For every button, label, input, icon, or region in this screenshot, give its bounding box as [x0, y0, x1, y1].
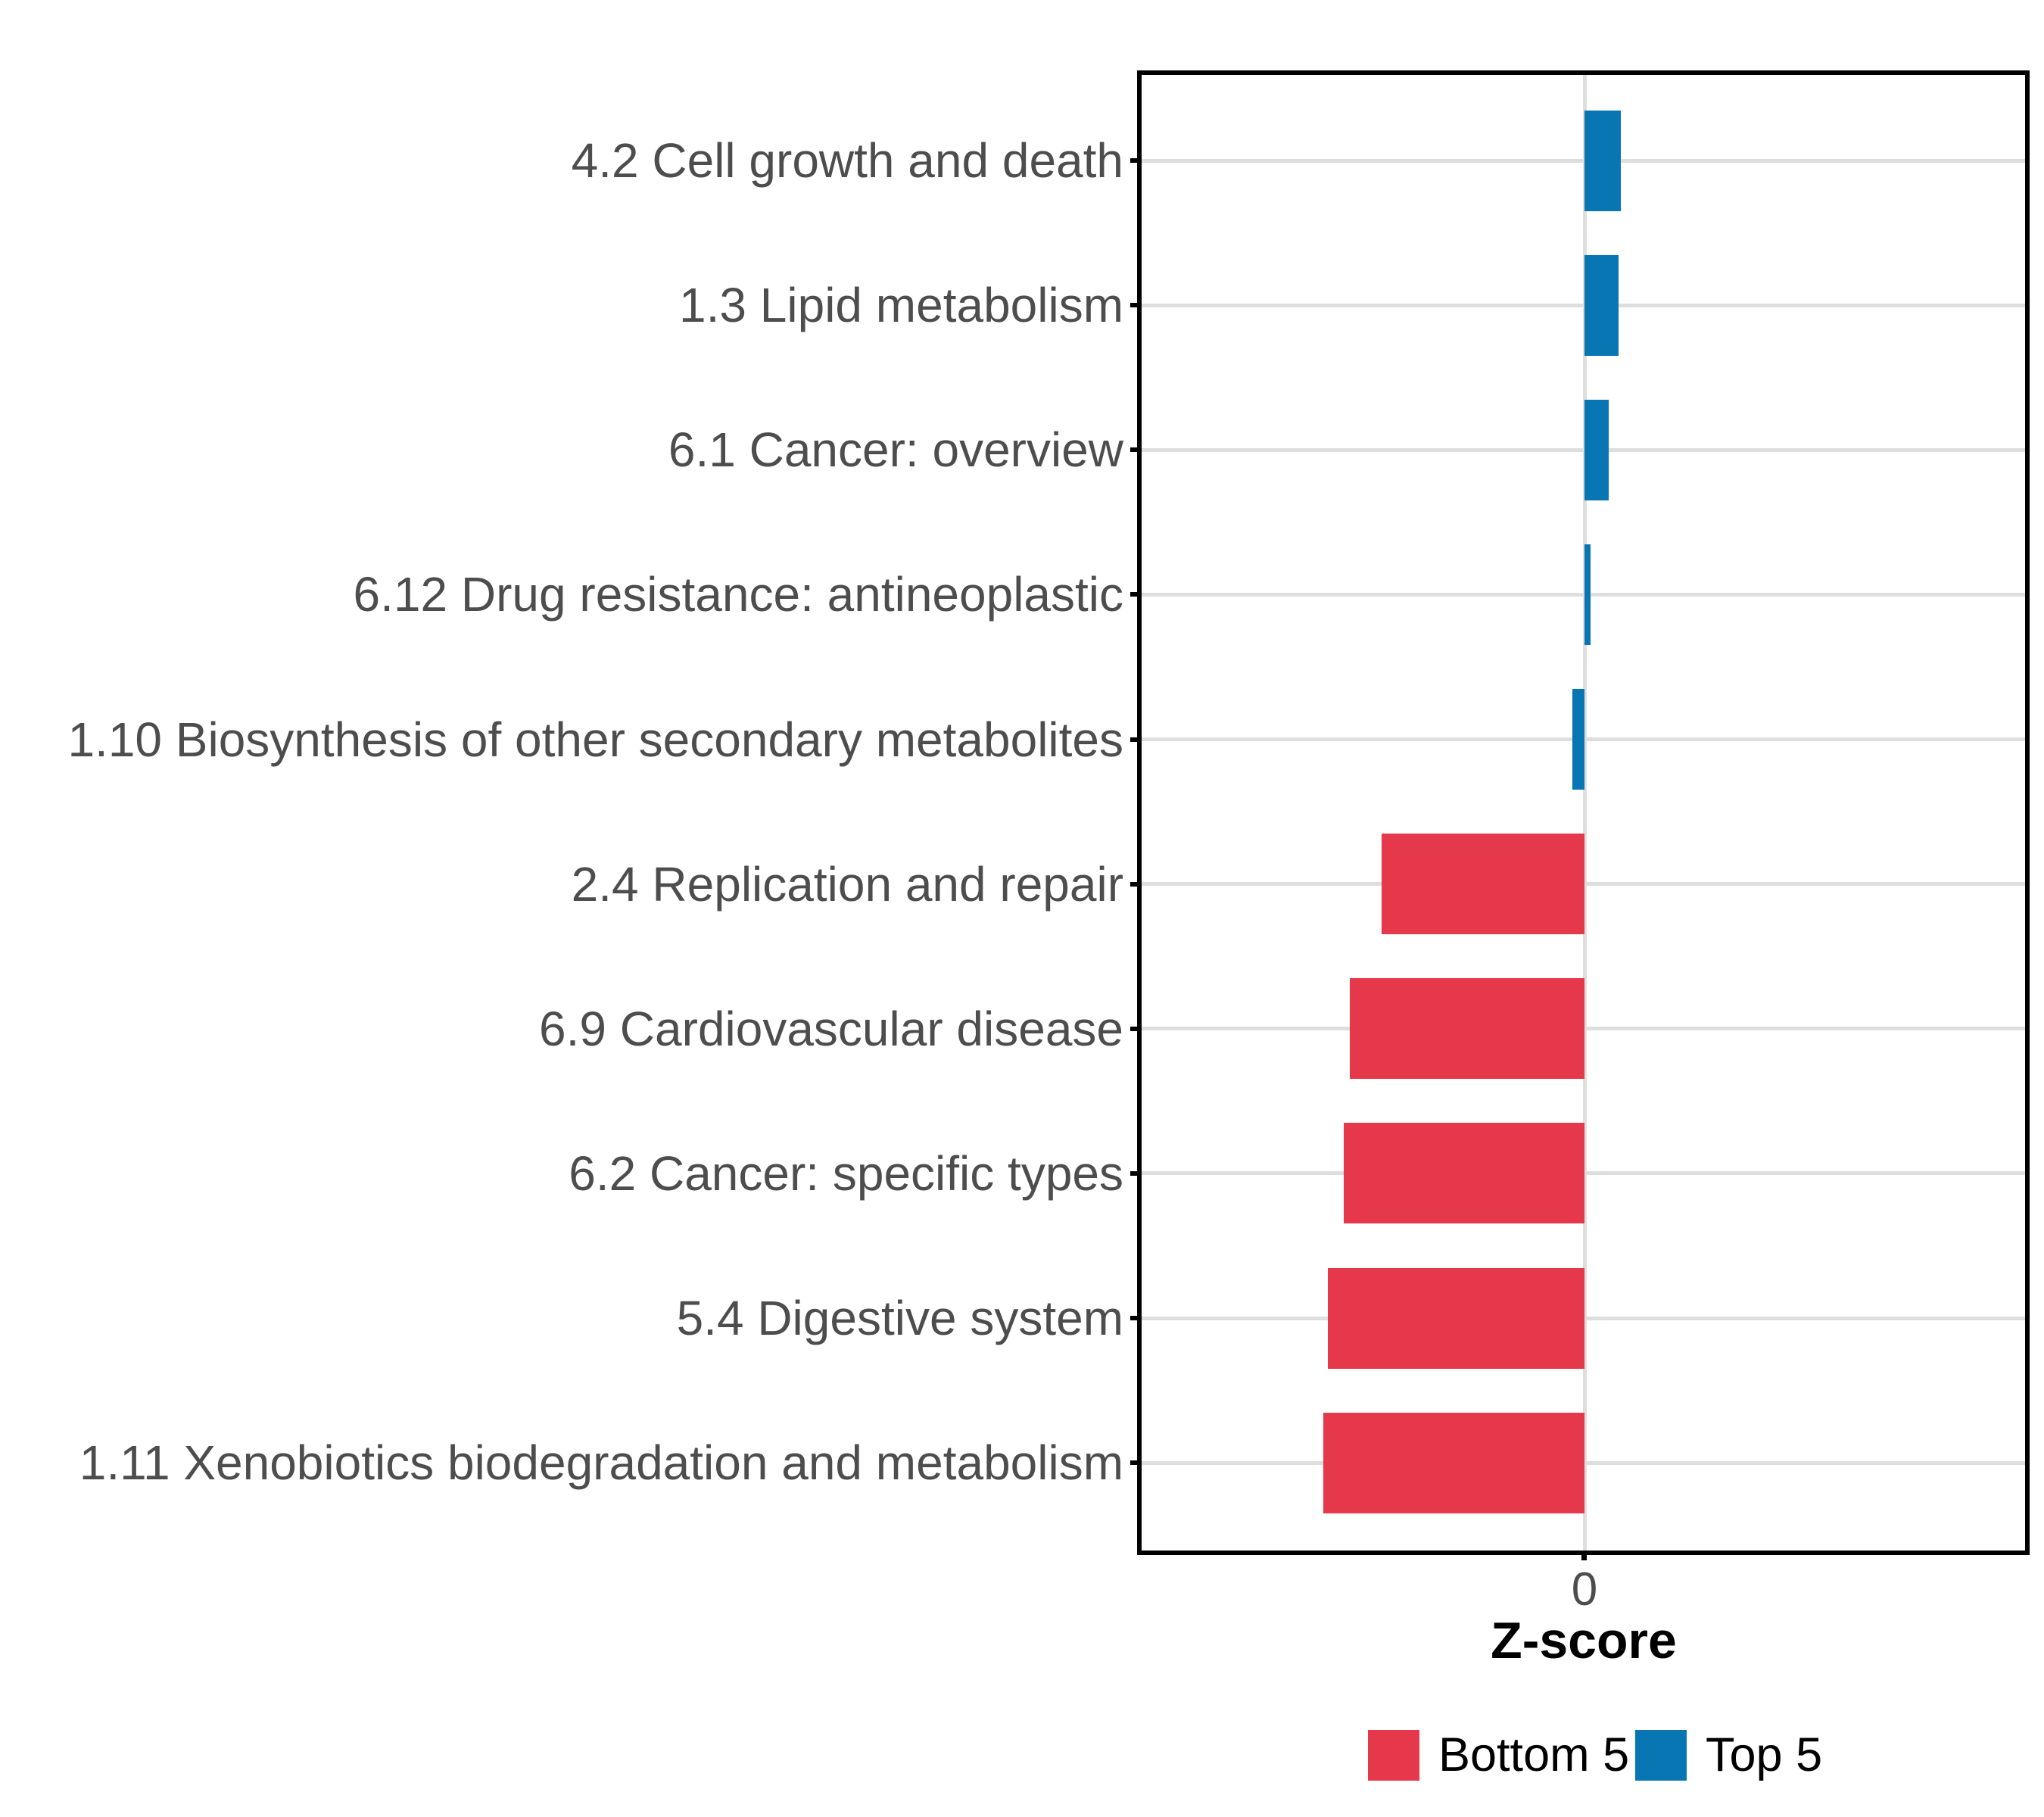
bar-top5 [1584, 544, 1591, 645]
category-label: 1.11 Xenobiotics biodegradation and meta… [79, 1435, 1123, 1491]
x-axis-tick-zero [1581, 1551, 1587, 1560]
bar-bottom5 [1382, 834, 1584, 935]
gridline-row [1142, 303, 2025, 307]
y-axis-tick [1130, 737, 1142, 742]
y-axis-tick [1130, 447, 1142, 453]
x-axis-title: Z-score [1491, 1612, 1677, 1669]
bar-bottom5 [1323, 1412, 1584, 1513]
legend-label-top5: Top 5 [1706, 1728, 1823, 1781]
y-axis-tick [1130, 1460, 1142, 1466]
y-axis-tick [1130, 1026, 1142, 1031]
bar-top5 [1572, 689, 1584, 790]
category-label: 1.10 Biosynthesis of other secondary met… [67, 712, 1123, 767]
category-label: 1.3 Lipid metabolism [679, 278, 1123, 333]
y-axis-tick [1130, 881, 1142, 887]
category-label: 6.9 Cardiovascular disease [539, 1001, 1123, 1056]
category-label: 5.4 Digestive system [676, 1291, 1123, 1346]
category-label: 4.2 Cell growth and death [571, 133, 1123, 188]
gridline-row [1142, 158, 2025, 163]
y-axis-tick [1130, 1170, 1142, 1176]
category-label: 6.2 Cancer: specific types [569, 1145, 1123, 1201]
y-axis-tick [1130, 1316, 1142, 1321]
bar-bottom5 [1327, 1267, 1584, 1369]
bar-top5 [1584, 110, 1621, 211]
y-axis-tick [1130, 303, 1142, 308]
category-label: 6.1 Cancer: overview [668, 422, 1123, 478]
bar-bottom5 [1349, 978, 1584, 1080]
y-axis-tick [1130, 158, 1142, 163]
category-label: 2.4 Replication and repair [571, 856, 1123, 912]
x-axis-tick-label: 0 [1571, 1563, 1598, 1616]
y-axis-tick [1130, 592, 1142, 597]
gridline-zero [1583, 75, 1587, 1551]
legend-label-bottom5: Bottom 5 [1438, 1728, 1630, 1781]
legend-key-top5-swatch [1635, 1730, 1687, 1781]
gridline-row [1142, 447, 2025, 452]
plot-panel [1142, 75, 2025, 1551]
bar-top5 [1584, 399, 1609, 500]
legend-key-bottom5-swatch [1368, 1730, 1419, 1781]
gridline-row [1142, 592, 2025, 597]
bar-top5 [1584, 254, 1619, 356]
bar-bottom5 [1343, 1123, 1584, 1224]
category-label: 6.12 Drug resistance: antineoplastic [353, 567, 1123, 622]
